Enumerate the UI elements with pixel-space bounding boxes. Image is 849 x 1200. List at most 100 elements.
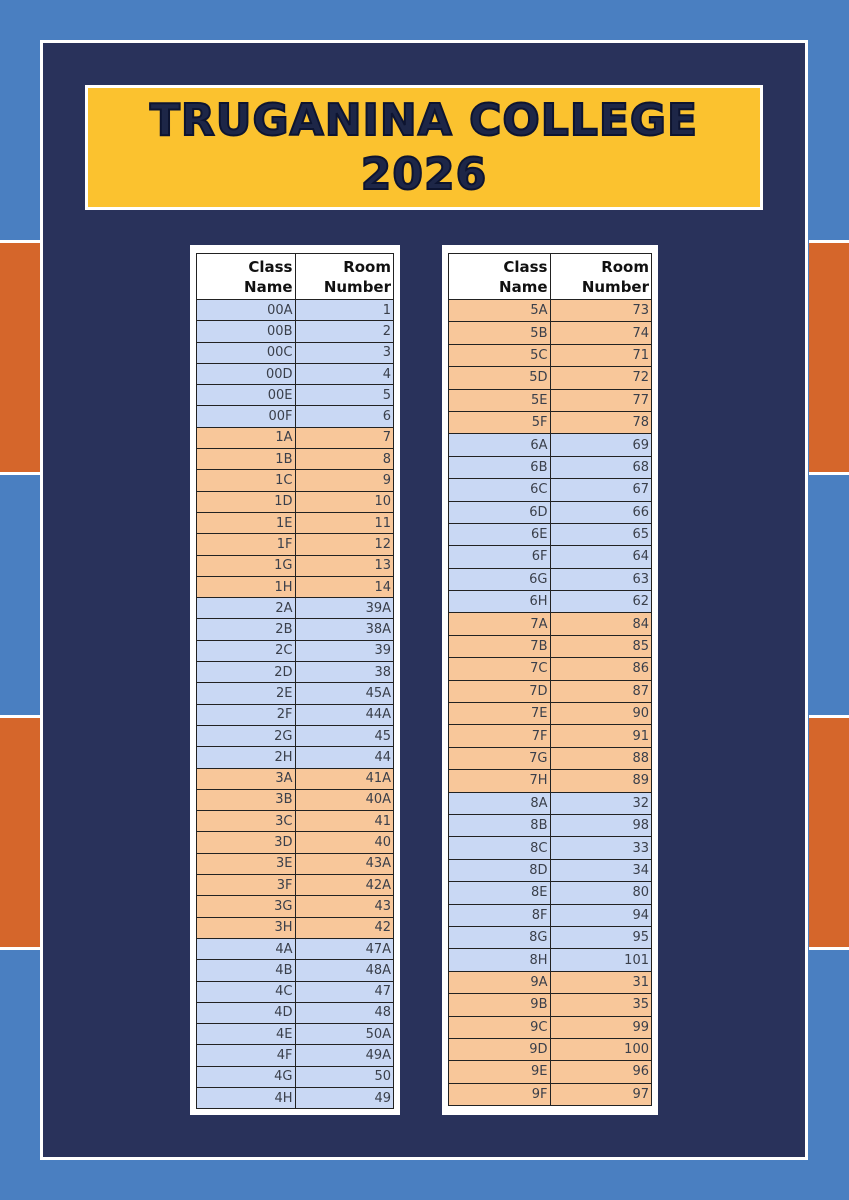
table-row: 7E 90 <box>448 702 652 726</box>
room-number-cell: 32 <box>549 791 652 815</box>
table-row: 4D 48 <box>196 1001 394 1025</box>
table-row: 2C 39 <box>196 639 394 663</box>
room-number-cell: 62 <box>549 590 652 614</box>
table-row: 8F 94 <box>448 903 652 927</box>
room-number-cell: 39A <box>294 597 394 620</box>
room-number-cell: 66 <box>549 500 652 524</box>
class-name-cell: 7D <box>448 679 551 704</box>
room-number-cell: 31 <box>549 970 652 995</box>
class-name-cell: 6F <box>448 545 551 569</box>
room-number-cell: 80 <box>549 881 652 905</box>
table-row: 5B 74 <box>448 321 652 345</box>
class-name-cell: 9E <box>448 1060 551 1084</box>
table-row: 5F 78 <box>448 410 652 435</box>
table-row: 3G 43 <box>196 895 394 918</box>
class-name-cell: 4A <box>196 937 296 961</box>
room-number-cell: 101 <box>549 948 652 972</box>
room-number-cell: 10 <box>294 490 394 513</box>
table-row: 00E 5 <box>196 384 394 407</box>
table-row: 2D 38 <box>196 661 394 684</box>
class-name-cell: 00B <box>196 320 296 343</box>
class-name-cell: 1G <box>196 554 296 577</box>
room-number-cell: 71 <box>549 343 652 368</box>
table-row: 6C 67 <box>448 478 652 502</box>
table-row: 1H 14 <box>196 575 394 599</box>
class-name-cell: 00C <box>196 341 296 364</box>
table-row: 7B 85 <box>448 634 652 659</box>
table-row: 9D 100 <box>448 1037 652 1062</box>
room-number-cell: 94 <box>549 903 652 927</box>
room-number-cell: 48 <box>294 1001 394 1025</box>
table-row: 3H 42 <box>196 916 394 939</box>
room-number-cell: 33 <box>549 836 652 860</box>
table-row: 5C 71 <box>448 343 652 368</box>
class-name-cell: 5F <box>448 410 551 435</box>
class-name-cell: 4E <box>196 1023 296 1046</box>
room-number-cell: 97 <box>549 1082 652 1107</box>
header-class-name: Class Name <box>448 253 551 300</box>
room-number-cell: 90 <box>549 702 652 726</box>
class-name-cell: 2G <box>196 724 296 748</box>
poster-frame <box>40 40 808 1160</box>
room-table-left: Class Name Room Number 00A 1 00B 2 00C 3 00D 4 0… <box>196 253 394 1110</box>
table-row: 6D 66 <box>448 500 652 524</box>
room-number-cell: 65 <box>549 522 652 547</box>
room-number-cell: 73 <box>549 298 652 323</box>
table-row: 9A 31 <box>448 970 652 995</box>
table-row: 6H 62 <box>448 590 652 614</box>
room-number-cell: 91 <box>549 724 652 748</box>
room-number-cell: 3 <box>294 341 394 364</box>
table-row: 2H 44 <box>196 746 394 769</box>
class-name-cell: 1H <box>196 575 296 599</box>
class-name-cell: 1E <box>196 511 296 535</box>
table-row: 2A 39A <box>196 597 394 620</box>
table-row: 3F 42A <box>196 874 394 897</box>
table-row: 8A 32 <box>448 791 652 815</box>
class-name-cell: 8D <box>448 858 551 883</box>
table-row: 1G 13 <box>196 554 394 577</box>
room-number-cell: 13 <box>294 554 394 577</box>
class-name-cell: 4C <box>196 980 296 1003</box>
class-name-cell: 1C <box>196 469 296 492</box>
room-number-cell: 45 <box>294 724 394 748</box>
table-row: 7C 86 <box>448 657 652 681</box>
room-number-cell: 34 <box>549 858 652 883</box>
room-number-cell: 100 <box>549 1037 652 1062</box>
room-table-right-container: Class Name Room Number 5A 73 5B 74 5C 71 5D 72 5… <box>442 245 658 1115</box>
table-row: 6B 68 <box>448 455 652 480</box>
class-name-cell: 7F <box>448 724 551 748</box>
room-number-cell: 42A <box>294 874 394 897</box>
table-row: 8G 95 <box>448 925 652 950</box>
table-row: 8E 80 <box>448 881 652 905</box>
class-name-cell: 7G <box>448 746 551 771</box>
room-number-cell: 5 <box>294 384 394 407</box>
class-name-cell: 2F <box>196 703 296 726</box>
room-number-cell: 98 <box>549 813 652 838</box>
class-name-cell: 00A <box>196 298 296 322</box>
room-number-cell: 1 <box>294 298 394 322</box>
class-name-cell: 3B <box>196 788 296 812</box>
decorative-band <box>0 715 40 950</box>
class-name-cell: 7C <box>448 657 551 681</box>
class-name-cell: 00E <box>196 384 296 407</box>
table-row: 8D 34 <box>448 858 652 883</box>
class-name-cell: 6B <box>448 455 551 480</box>
room-number-cell: 96 <box>549 1060 652 1084</box>
class-name-cell: 7H <box>448 769 551 793</box>
table-row: 4A 47A <box>196 937 394 961</box>
room-number-cell: 84 <box>549 612 652 636</box>
room-number-cell: 45A <box>294 682 394 705</box>
class-name-cell: 1A <box>196 426 296 450</box>
class-name-cell: 2A <box>196 597 296 620</box>
class-name-cell: 1F <box>196 533 296 556</box>
decorative-band <box>809 715 849 950</box>
table-row: 1C 9 <box>196 469 394 492</box>
header-class-name: Class Name <box>196 253 296 300</box>
class-name-cell: 8E <box>448 881 551 905</box>
table-row: 7A 84 <box>448 612 652 636</box>
class-name-cell: 8F <box>448 903 551 927</box>
table-row: 4B 48A <box>196 959 394 982</box>
table-row: 2G 45 <box>196 724 394 748</box>
table-row: 5A 73 <box>448 298 652 323</box>
class-name-cell: 7B <box>448 634 551 659</box>
